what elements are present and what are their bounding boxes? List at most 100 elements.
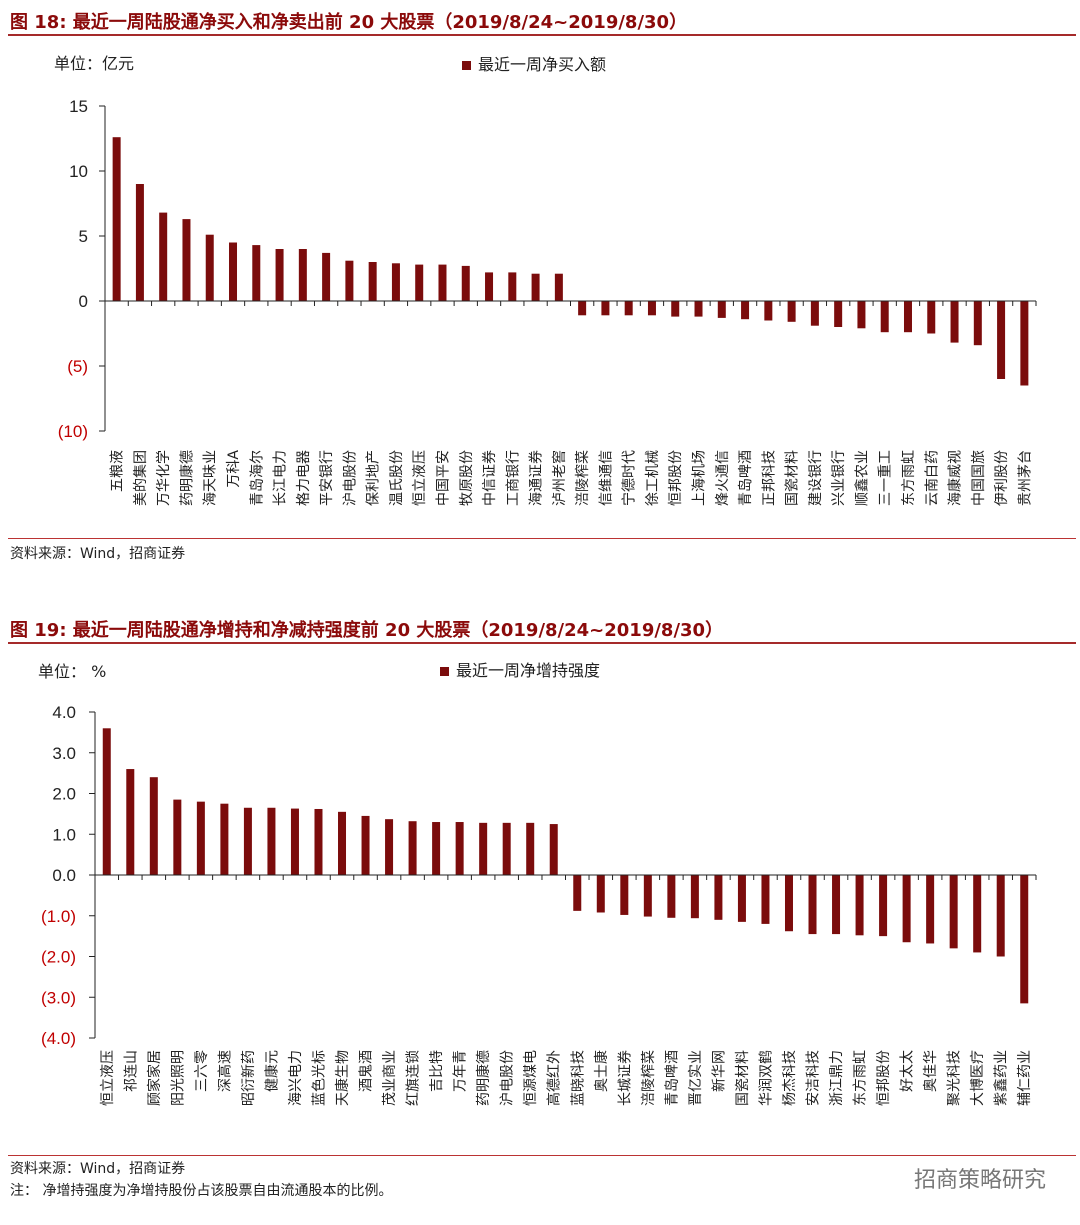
category-label: 宁德时代 (621, 450, 638, 506)
category-label: 蓝晓科技 (570, 1050, 586, 1106)
category-label: 大博医疗 (969, 1050, 986, 1106)
bar-24 (647, 301, 656, 316)
category-label: 新华网 (711, 1050, 727, 1092)
y-tick-label: (10) (58, 422, 88, 441)
chart1-source: 资料来源：Wind，招商证券 (10, 546, 186, 562)
category-label: 格力电器 (296, 450, 312, 506)
bar-9 (298, 249, 307, 301)
category-label: 杨杰科技 (782, 1050, 798, 1106)
bar-38 (973, 301, 982, 346)
chart1-bottom-rule (8, 538, 1076, 539)
category-label: 顾家家居 (146, 1050, 163, 1106)
category-label: 长江电力 (273, 450, 289, 506)
bar-33 (857, 301, 866, 329)
category-label: 青岛啤酒 (738, 450, 754, 506)
y-tick-label: 3.0 (52, 744, 76, 763)
category-label: 昭衍新药 (241, 1050, 257, 1106)
category-label: 泸州老窖 (551, 450, 568, 506)
bar-2 (126, 769, 135, 875)
category-label: 恒邦股份 (876, 1050, 892, 1106)
y-tick-label: (5) (67, 357, 88, 376)
bar-24 (643, 875, 652, 917)
category-label: 华润双鹤 (758, 1050, 774, 1106)
category-label: 奥士康 (593, 1050, 610, 1092)
bar-16 (461, 265, 470, 301)
category-label: 海天味业 (203, 450, 219, 506)
category-label: 牧原股份 (459, 450, 475, 506)
category-label: 三一重工 (878, 450, 894, 506)
bar-5 (196, 801, 205, 875)
chart1-caption: 图 18: 最近一周陆股通净买入和净卖出前 20 大股票（2019/8/24~2… (10, 12, 688, 33)
y-tick-label: (1.0) (41, 907, 76, 926)
category-label: 中国平安 (435, 450, 451, 506)
y-tick-label: (3.0) (41, 988, 76, 1007)
bar-40 (1020, 301, 1029, 386)
bar-3 (159, 212, 168, 301)
bar-39 (996, 875, 1005, 957)
bar-38 (973, 875, 982, 953)
bar-7 (252, 245, 261, 301)
category-label: 高德红外 (546, 1050, 563, 1106)
category-label: 聚光科技 (947, 1050, 963, 1106)
bar-40 (1020, 875, 1029, 1004)
bar-12 (361, 815, 370, 875)
category-label: 伊利股份 (994, 450, 1010, 506)
bar-35 (903, 301, 912, 333)
bar-31 (808, 875, 817, 935)
chart1-top-rule (8, 34, 1076, 36)
category-label: 海康威视 (947, 450, 964, 506)
bar-8 (275, 249, 284, 301)
bar-22 (601, 301, 610, 316)
bar-32 (832, 875, 841, 935)
bar-20 (549, 824, 558, 875)
category-label: 晋亿实业 (688, 1050, 704, 1106)
category-label: 顺鑫农业 (853, 450, 870, 506)
chart1-unit-label: 单位：亿元 (54, 54, 135, 73)
chart2-unit-label: 单位： % (38, 662, 107, 681)
bar-3 (149, 777, 158, 875)
bar-6 (229, 242, 238, 301)
category-label: 吉比特 (429, 1050, 445, 1092)
y-tick-label: (4.0) (41, 1029, 76, 1048)
bar-28 (741, 301, 750, 320)
bar-2 (135, 184, 144, 301)
category-label: 好太太 (900, 1050, 916, 1092)
legend-label: 最近一周净增持强度 (456, 661, 600, 680)
bar-27 (717, 301, 726, 318)
category-label: 沪电股份 (342, 450, 358, 506)
bar-30 (784, 875, 793, 932)
bar-10 (322, 252, 331, 301)
bar-17 (479, 822, 488, 875)
category-label: 美的集团 (132, 450, 149, 506)
category-label: 上海机场 (692, 450, 708, 506)
bar-21 (578, 301, 587, 316)
category-label: 海通证券 (529, 450, 545, 506)
chart2-source: 资料来源：Wind，招商证券 (10, 1161, 186, 1177)
bar-22 (596, 875, 605, 913)
bar-14 (415, 264, 424, 301)
category-label: 云南白药 (924, 450, 940, 506)
y-tick-label: 15 (69, 97, 88, 116)
category-label: 阳光照明 (170, 1050, 186, 1106)
bar-20 (554, 273, 563, 301)
bar-5 (205, 234, 214, 301)
bar-30 (787, 301, 796, 322)
bar-37 (950, 301, 959, 343)
bar-33 (855, 875, 864, 936)
category-label: 工商银行 (505, 450, 521, 506)
bar-27 (714, 875, 723, 920)
category-label: 奥佳华 (922, 1050, 939, 1092)
category-label: 贵州茅台 (1017, 450, 1033, 506)
category-label: 正邦科技 (761, 450, 777, 506)
y-tick-label: 4.0 (52, 703, 76, 722)
category-label: 恒立液压 (100, 1050, 116, 1106)
bar-18 (502, 822, 511, 875)
bar-39 (997, 301, 1006, 379)
legend-swatch (462, 61, 471, 70)
bar-19 (531, 273, 540, 301)
bar-34 (879, 875, 888, 937)
category-label: 祁连山 (123, 1050, 139, 1092)
bar-23 (624, 301, 633, 316)
category-label: 紫鑫药业 (993, 1050, 1010, 1106)
category-label: 沪电股份 (500, 1050, 516, 1106)
